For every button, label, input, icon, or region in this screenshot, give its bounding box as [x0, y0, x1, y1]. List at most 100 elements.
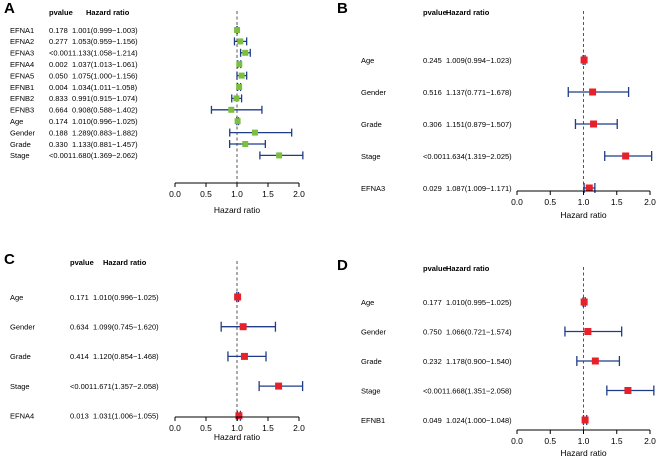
x-tick-label: 2.0: [644, 436, 656, 446]
row-pvalue: 0.171: [70, 293, 89, 302]
row-pvalue: 0.414: [70, 352, 89, 361]
x-tick-label: 2.0: [644, 197, 656, 207]
forest-row: Grade 0.306 1.151(0.879−1.507): [361, 119, 618, 129]
hr-point: [580, 298, 588, 306]
row-hazard-ratio-text: 1.289(0.883−1.882): [72, 128, 138, 137]
row-pvalue: 0.004: [49, 83, 68, 92]
row-pvalue: 0.664: [49, 106, 68, 115]
x-axis-title: Hazard ratio: [560, 210, 607, 220]
row-pvalue: 0.174: [49, 117, 68, 126]
hr-point: [239, 323, 247, 331]
forest-row: EFNA3 <0.001 1.133(1.058−1.214): [10, 49, 251, 58]
row-hazard-ratio-text: 1.031(1.006−1.055): [93, 412, 159, 421]
forest-row: EFNA5 0.050 1.075(1.000−1.156): [10, 71, 248, 80]
row-pvalue: 0.177: [423, 298, 442, 307]
x-tick-label: 1.5: [611, 197, 623, 207]
row-hazard-ratio-text: 0.908(0.588−1.402): [72, 106, 138, 115]
x-tick-label: 0.0: [169, 423, 181, 433]
panel-letter: C: [4, 251, 15, 268]
hr-point: [591, 357, 599, 365]
x-tick-label: 1.5: [611, 436, 623, 446]
forest-row: EFNB1 0.004 1.034(1.011−1.058): [10, 83, 243, 92]
row-pvalue: 0.750: [423, 327, 442, 336]
row-label: Grade: [10, 352, 31, 361]
hr-point: [240, 352, 248, 360]
forest-row: EFNA1 0.178 1.001(0.999−1.003): [10, 26, 241, 35]
row-label: Stage: [10, 382, 30, 391]
forest-row: EFNB2 0.833 0.991(0.915−1.074): [10, 94, 243, 103]
row-hazard-ratio-text: 1.133(1.058−1.214): [72, 49, 138, 58]
row-hazard-ratio-text: 1.034(1.011−1.058): [72, 83, 138, 92]
hazard-ratio-header: Hazard ratio: [446, 264, 490, 273]
row-pvalue: 0.634: [70, 323, 89, 332]
x-axis-title: Hazard ratio: [214, 205, 261, 215]
row-pvalue: <0.001: [423, 152, 446, 161]
row-hazard-ratio-text: 1.668(1.351−2.058): [446, 386, 512, 395]
forest-row: Stage <0.001 1.634(1.319−2.025): [361, 151, 653, 161]
row-label: EFNA4: [10, 412, 34, 421]
row-label: EFNA5: [10, 71, 34, 80]
row-hazard-ratio-text: 1.151(0.879−1.507): [446, 120, 512, 129]
row-hazard-ratio-text: 1.001(0.999−1.003): [72, 26, 138, 35]
hr-point: [581, 416, 589, 424]
row-label: EFNA2: [10, 37, 34, 46]
row-hazard-ratio-text: 1.178(0.900−1.540): [446, 357, 512, 366]
x-tick-label: 0.5: [544, 436, 556, 446]
hazard-ratio-header: Hazard ratio: [446, 8, 490, 17]
row-label: Stage: [361, 152, 381, 161]
hr-point: [236, 61, 243, 68]
row-pvalue: 0.330: [49, 140, 68, 149]
row-hazard-ratio-text: 1.010(0.996−1.025): [72, 117, 138, 126]
panel-letter: D: [337, 257, 348, 274]
row-hazard-ratio-text: 1.099(0.745−1.620): [93, 323, 159, 332]
row-pvalue: <0.001: [70, 382, 93, 391]
forest-row: Stage <0.001 1.680(1.369−2.062): [10, 151, 304, 160]
hr-point: [237, 38, 244, 45]
x-tick-label: 0.0: [511, 197, 523, 207]
row-hazard-ratio-text: 1.010(0.995−1.025): [446, 298, 512, 307]
row-hazard-ratio-text: 1.024(1.000−1.048): [446, 416, 512, 425]
row-label: Grade: [361, 120, 382, 129]
row-hazard-ratio-text: 1.120(0.854−1.468): [93, 352, 159, 361]
row-hazard-ratio-text: 1.037(1.013−1.061): [72, 60, 138, 69]
x-tick-label: 1.0: [578, 436, 590, 446]
forest-row: Grade 0.330 1.133(0.881−1.457): [10, 140, 266, 149]
hr-point: [590, 120, 598, 128]
forest-row: Grade 0.232 1.178(0.900−1.540): [361, 356, 621, 366]
x-tick-label: 0.5: [544, 197, 556, 207]
hazard-ratio-header: Hazard ratio: [103, 258, 147, 267]
hr-point: [242, 141, 249, 147]
row-label: Age: [361, 298, 374, 307]
row-hazard-ratio-text: 0.991(0.915−1.074): [72, 94, 138, 103]
row-pvalue: 0.002: [49, 60, 68, 69]
row-hazard-ratio-text: 1.075(1.000−1.156): [72, 71, 138, 80]
pvalue-header: pvalue: [49, 8, 73, 17]
row-label: Age: [361, 56, 374, 65]
forest-row: Stage <0.001 1.671(1.357−2.058): [10, 381, 304, 392]
row-hazard-ratio-text: 1.087(1.009−1.171): [446, 184, 512, 193]
forest-row: Age 0.174 1.010(0.996−1.025): [10, 117, 241, 126]
hr-point: [228, 106, 235, 113]
forest-row: Age 0.245 1.009(0.994−1.023): [361, 55, 588, 65]
forest-row: Age 0.177 1.010(0.995−1.025): [361, 297, 588, 307]
x-tick-label: 1.0: [231, 189, 243, 199]
hr-point: [624, 387, 632, 394]
hr-point: [251, 129, 258, 136]
hr-point: [234, 293, 242, 301]
forest-row: EFNA2 0.277 1.053(0.959−1.156): [10, 37, 248, 46]
forest-row: Stage <0.001 1.668(1.351−2.058): [361, 385, 655, 396]
row-pvalue: 0.049: [423, 416, 442, 425]
panel-letter: A: [4, 0, 15, 17]
row-label: EFNA4: [10, 60, 34, 69]
row-label: EFNA3: [361, 184, 385, 193]
row-pvalue: 0.013: [70, 412, 89, 421]
row-label: EFNB1: [10, 83, 34, 92]
row-label: Gender: [10, 128, 36, 137]
row-hazard-ratio-text: 1.680(1.369−2.062): [72, 151, 138, 160]
row-pvalue: 0.306: [423, 120, 442, 129]
